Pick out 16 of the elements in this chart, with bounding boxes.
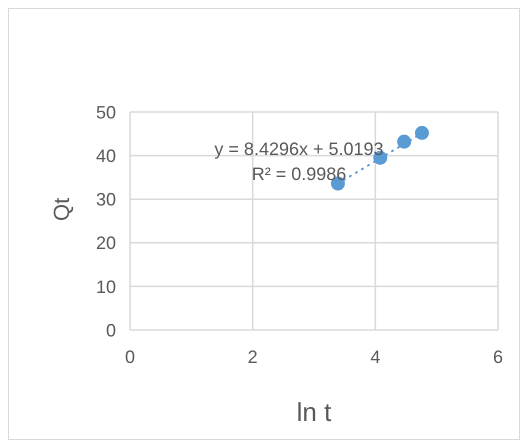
y-tick-label: 40 [96,146,116,166]
y-axis-title: Qt [48,198,74,221]
y-tick-label: 50 [96,102,116,122]
point [414,126,429,140]
point [397,134,412,149]
y-tick-label: 30 [96,190,116,210]
x-tick-label: 6 [492,346,504,367]
y-tick-label: 10 [96,276,116,297]
annotation: y = 8.4296x + 5.0193 [213,139,385,160]
annotation: R² = 0.9986 [250,164,348,185]
x-axis-title: ln t [296,397,332,427]
x-tick-label: 2 [248,346,258,367]
x-tick-label: 4 [370,346,380,367]
y-tick-label: 20 [96,233,116,254]
y-tick-label: 0 [106,320,116,340]
x-tick-label: 0 [124,346,136,367]
